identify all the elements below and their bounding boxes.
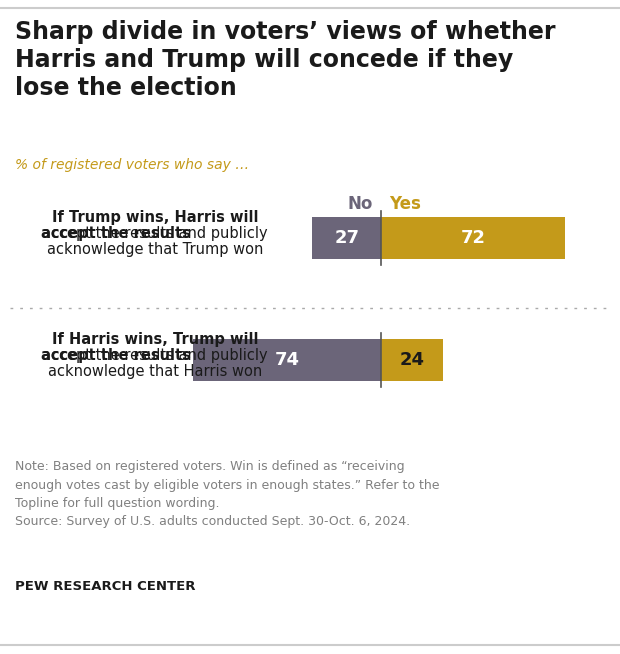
Text: 74: 74	[275, 351, 299, 369]
Bar	[312, 217, 381, 259]
Text: accept the results: accept the results	[41, 348, 191, 363]
Text: Note: Based on registered voters. Win is defined as “receiving
enough votes cast: Note: Based on registered voters. Win is…	[15, 460, 440, 528]
Text: accept the results and publicly: accept the results and publicly	[42, 348, 268, 363]
Text: accept the results: accept the results	[41, 226, 191, 241]
Text: 27: 27	[334, 229, 360, 247]
Text: If Harris wins, Trump will: If Harris wins, Trump will	[51, 332, 259, 347]
Bar	[381, 339, 443, 381]
Bar	[193, 339, 381, 381]
Text: 24: 24	[399, 351, 425, 369]
Text: acknowledge that Harris won: acknowledge that Harris won	[48, 364, 262, 379]
Bar	[381, 217, 565, 259]
Text: If Trump wins, Harris will: If Trump wins, Harris will	[51, 210, 259, 225]
Text: Sharp divide in voters’ views of whether
Harris and Trump will concede if they
l: Sharp divide in voters’ views of whether…	[15, 20, 556, 99]
Text: No: No	[348, 195, 373, 213]
Text: 72: 72	[461, 229, 485, 247]
Text: accept the results and publicly: accept the results and publicly	[42, 226, 268, 241]
Text: acknowledge that Trump won: acknowledge that Trump won	[47, 242, 263, 257]
Text: Yes: Yes	[389, 195, 421, 213]
Text: PEW RESEARCH CENTER: PEW RESEARCH CENTER	[15, 580, 195, 593]
Text: % of registered voters who say …: % of registered voters who say …	[15, 158, 249, 172]
